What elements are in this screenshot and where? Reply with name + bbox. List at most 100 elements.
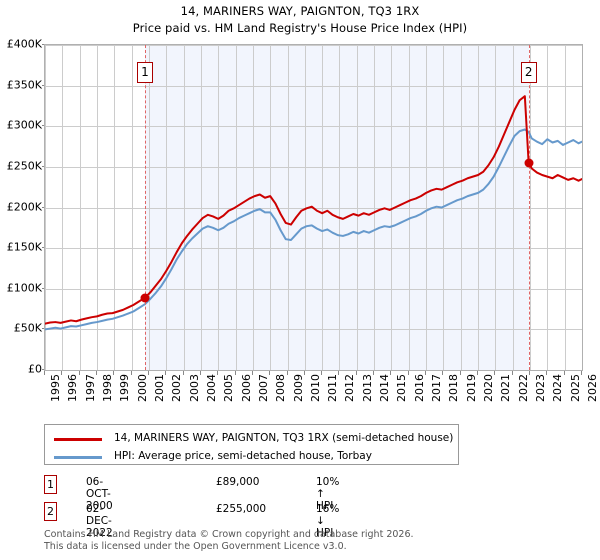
- x-axis-tick-label: 2012: [343, 374, 357, 402]
- gridline-vertical: [582, 45, 583, 370]
- y-axis: £0 £50K £100K £150K £200K £250K £300K £350K £400…: [0, 38, 47, 376]
- chart-legend: 14, MARINERS WAY, PAIGNTON, TQ3 1RX (sem…: [44, 424, 459, 465]
- x-axis-tick: [147, 371, 149, 375]
- x-axis: 1995 1996 1997 1998 1999 2000 2001 2002 2003 2004…: [44, 371, 599, 417]
- x-axis-tick-label: 2023: [534, 374, 548, 402]
- x-axis-tick-label: 2016: [412, 374, 426, 402]
- gridline-vertical: [322, 45, 324, 370]
- gridline-vertical: [252, 45, 254, 370]
- x-axis-tick: [407, 371, 409, 375]
- x-axis-tick: [494, 371, 496, 375]
- x-axis-tick-label: 2022: [516, 374, 530, 402]
- gridline-vertical: [478, 45, 480, 370]
- x-axis-tick-label: 2017: [430, 374, 444, 402]
- sale-price: £255,000: [216, 503, 267, 515]
- x-axis-tick: [251, 371, 253, 375]
- gridline-horizontal: [45, 248, 582, 250]
- x-axis-tick-label: 2010: [308, 374, 322, 402]
- sale-event-vline: [528, 45, 530, 370]
- sale-row-number: 1: [44, 475, 57, 494]
- x-axis-tick: [130, 371, 132, 375]
- gridline-vertical: [287, 45, 289, 370]
- footer-line1: Contains HM Land Registry data © Crown c…: [44, 529, 414, 540]
- gridline-horizontal: [45, 45, 582, 46]
- gridline-vertical: [270, 45, 272, 370]
- x-axis-tick-label: 2002: [170, 374, 184, 402]
- gridline-vertical: [45, 45, 46, 370]
- legend-label: HPI: Average price, semi-detached house,…: [114, 450, 372, 462]
- x-axis-tick: [390, 371, 392, 375]
- y-axis-tick-label: £250K: [6, 159, 42, 173]
- x-axis-tick-label: 1995: [49, 374, 62, 402]
- sale-event-vline: [144, 45, 146, 370]
- gridline-vertical: [131, 45, 133, 370]
- x-axis-tick-label: 2015: [395, 374, 409, 402]
- y-axis-tick-label: £150K: [6, 240, 42, 254]
- sale-date: 06-OCT-2000: [86, 476, 113, 512]
- sale-point-marker[interactable]: [140, 293, 150, 303]
- x-axis-tick: [581, 371, 582, 375]
- y-axis-tick-label: £300K: [6, 118, 42, 132]
- x-axis-tick-label: 1996: [66, 374, 80, 402]
- chart-plot-area: [44, 44, 583, 371]
- gridline-vertical: [495, 45, 497, 370]
- sale-date: 02-DEC-2022: [86, 503, 113, 539]
- gridline-vertical: [530, 45, 532, 370]
- x-axis-tick: [321, 371, 323, 375]
- x-axis-tick: [78, 371, 80, 375]
- y-axis-tick-label: £200K: [6, 200, 42, 213]
- gridline-vertical: [547, 45, 549, 370]
- gridline-horizontal: [45, 126, 582, 128]
- sale-marker-badge[interactable]: 2: [520, 62, 537, 83]
- series-line: [45, 128, 582, 331]
- series-line: [45, 95, 582, 325]
- x-axis-tick: [355, 371, 357, 375]
- gridline-horizontal: [45, 288, 582, 290]
- x-axis-tick: [425, 371, 427, 375]
- x-axis-tick: [546, 371, 548, 375]
- y-axis-tick-label: £100K: [6, 281, 42, 295]
- chart-subtitle-line2: Price paid vs. HM Land Registry's House …: [132, 21, 468, 35]
- sale-point-marker[interactable]: [524, 158, 534, 168]
- gridline-vertical: [218, 45, 220, 370]
- x-axis-tick: [303, 371, 305, 375]
- x-axis-tick-label: 2000: [135, 374, 149, 402]
- gridline-vertical: [564, 45, 566, 370]
- sale-marker-badge[interactable]: 1: [136, 62, 153, 83]
- x-axis-tick-label: 2013: [360, 374, 374, 402]
- x-axis-tick-label: 2011: [326, 374, 340, 402]
- x-axis-tick: [511, 371, 513, 375]
- x-axis-tick-label: 2019: [464, 374, 478, 402]
- x-axis-tick: [217, 371, 219, 375]
- x-axis-tick: [286, 371, 288, 375]
- x-axis-tick: [165, 371, 167, 375]
- x-axis-tick-label: 1997: [83, 374, 97, 402]
- gridline-vertical: [426, 45, 428, 370]
- gridline-vertical: [460, 45, 462, 370]
- x-axis-tick-label: 2014: [378, 374, 392, 402]
- x-axis-tick-label: 1998: [100, 374, 114, 402]
- gridline-vertical: [148, 45, 150, 370]
- x-axis-tick: [477, 371, 479, 375]
- y-axis-tick-label: £350K: [6, 78, 42, 92]
- legend-label: 14, MARINERS WAY, PAIGNTON, TQ3 1RX (sem…: [114, 432, 454, 444]
- series-lines: [45, 95, 582, 331]
- sale-price: £89,000: [216, 476, 260, 488]
- x-axis-tick-label: 2024: [551, 374, 565, 402]
- gridline-vertical: [339, 45, 341, 370]
- x-axis-tick-label: 2021: [499, 374, 513, 402]
- x-axis-tick: [373, 371, 375, 375]
- x-axis-tick: [563, 371, 565, 375]
- sale-hpi-delta: 16% ↓ HPI: [316, 503, 340, 539]
- x-axis-tick: [234, 371, 236, 375]
- x-axis-tick-label: 2003: [187, 374, 201, 402]
- x-axis-tick: [182, 371, 184, 375]
- gridline-vertical: [183, 45, 185, 370]
- x-axis-tick-label: 2026: [586, 374, 599, 402]
- footer-attribution: Contains HM Land Registry data © Crown c…: [44, 529, 584, 552]
- x-axis-tick-label: 2025: [568, 374, 582, 402]
- chart-title-line1: 14, MARINERS WAY, PAIGNTON, TQ3 1RX: [180, 4, 420, 18]
- gridline-vertical: [512, 45, 514, 370]
- gridline-vertical: [200, 45, 202, 370]
- x-axis-tick-label: 2004: [204, 374, 218, 402]
